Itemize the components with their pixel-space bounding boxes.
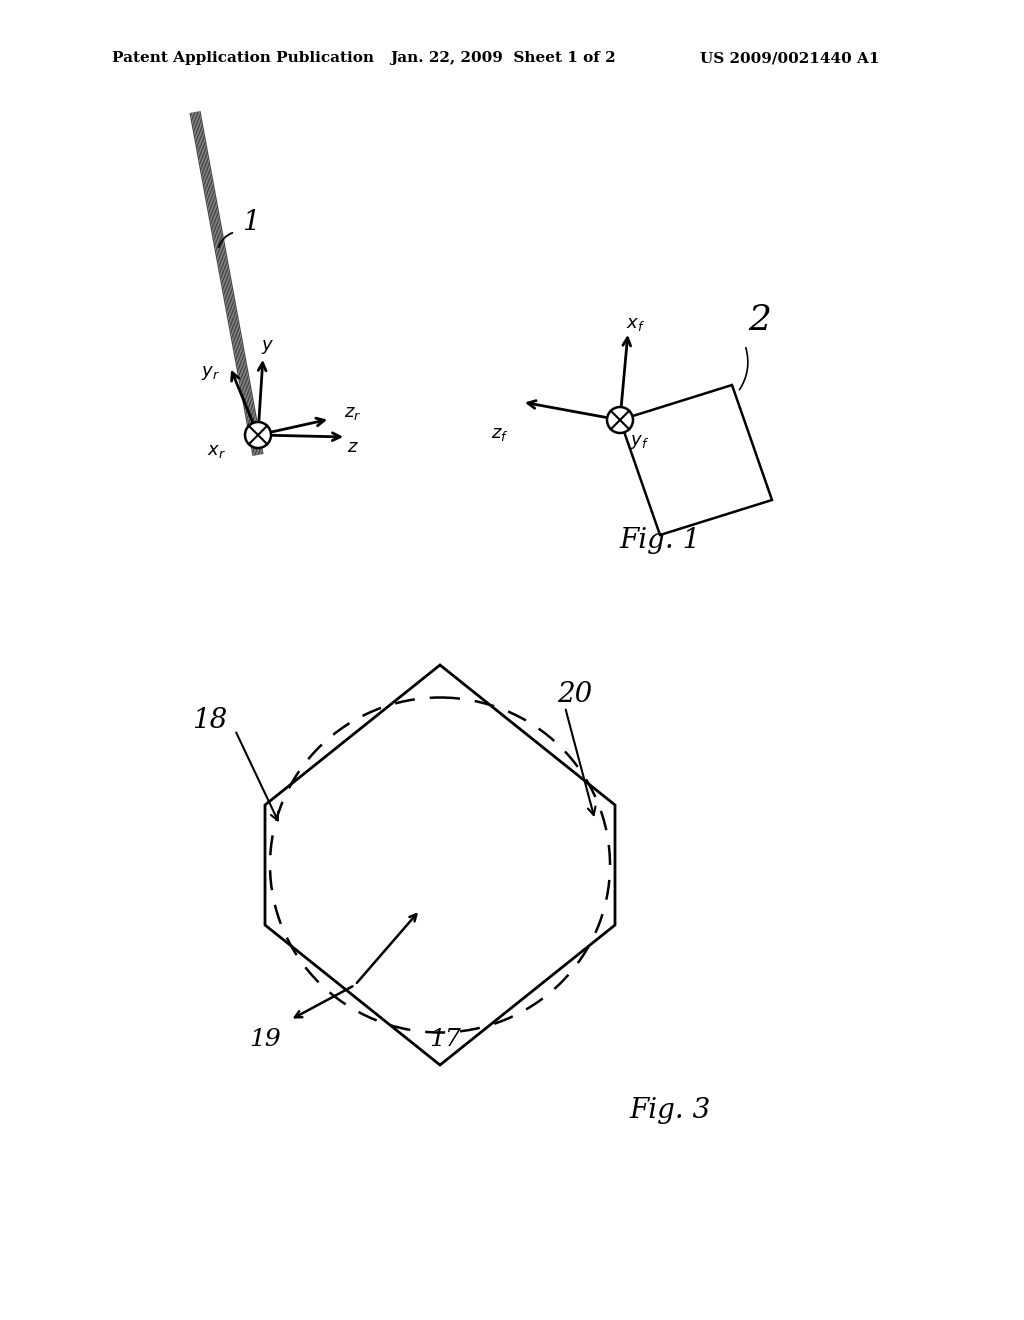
Text: Jan. 22, 2009  Sheet 1 of 2: Jan. 22, 2009 Sheet 1 of 2 — [390, 51, 615, 65]
Text: US 2009/0021440 A1: US 2009/0021440 A1 — [700, 51, 880, 65]
Text: 19: 19 — [249, 1028, 281, 1052]
Circle shape — [607, 407, 633, 433]
Text: 20: 20 — [557, 681, 593, 709]
Text: Fig. 1: Fig. 1 — [620, 527, 700, 553]
Text: $z_f$: $z_f$ — [492, 425, 509, 444]
Text: 17: 17 — [429, 1028, 461, 1052]
Text: 18: 18 — [193, 706, 227, 734]
Text: $y$: $y$ — [261, 338, 274, 356]
Text: $x_r$: $x_r$ — [207, 442, 225, 459]
Text: $y_f$: $y_f$ — [631, 433, 649, 451]
Text: $z$: $z$ — [347, 438, 359, 455]
Text: 2: 2 — [749, 304, 771, 337]
Text: Patent Application Publication: Patent Application Publication — [112, 51, 374, 65]
Text: Fig. 3: Fig. 3 — [630, 1097, 711, 1123]
Text: 1: 1 — [242, 209, 260, 235]
Text: $z_r$: $z_r$ — [344, 404, 361, 422]
Circle shape — [245, 422, 271, 447]
Text: $y_r$: $y_r$ — [201, 364, 219, 381]
Text: $x_f$: $x_f$ — [627, 315, 645, 333]
